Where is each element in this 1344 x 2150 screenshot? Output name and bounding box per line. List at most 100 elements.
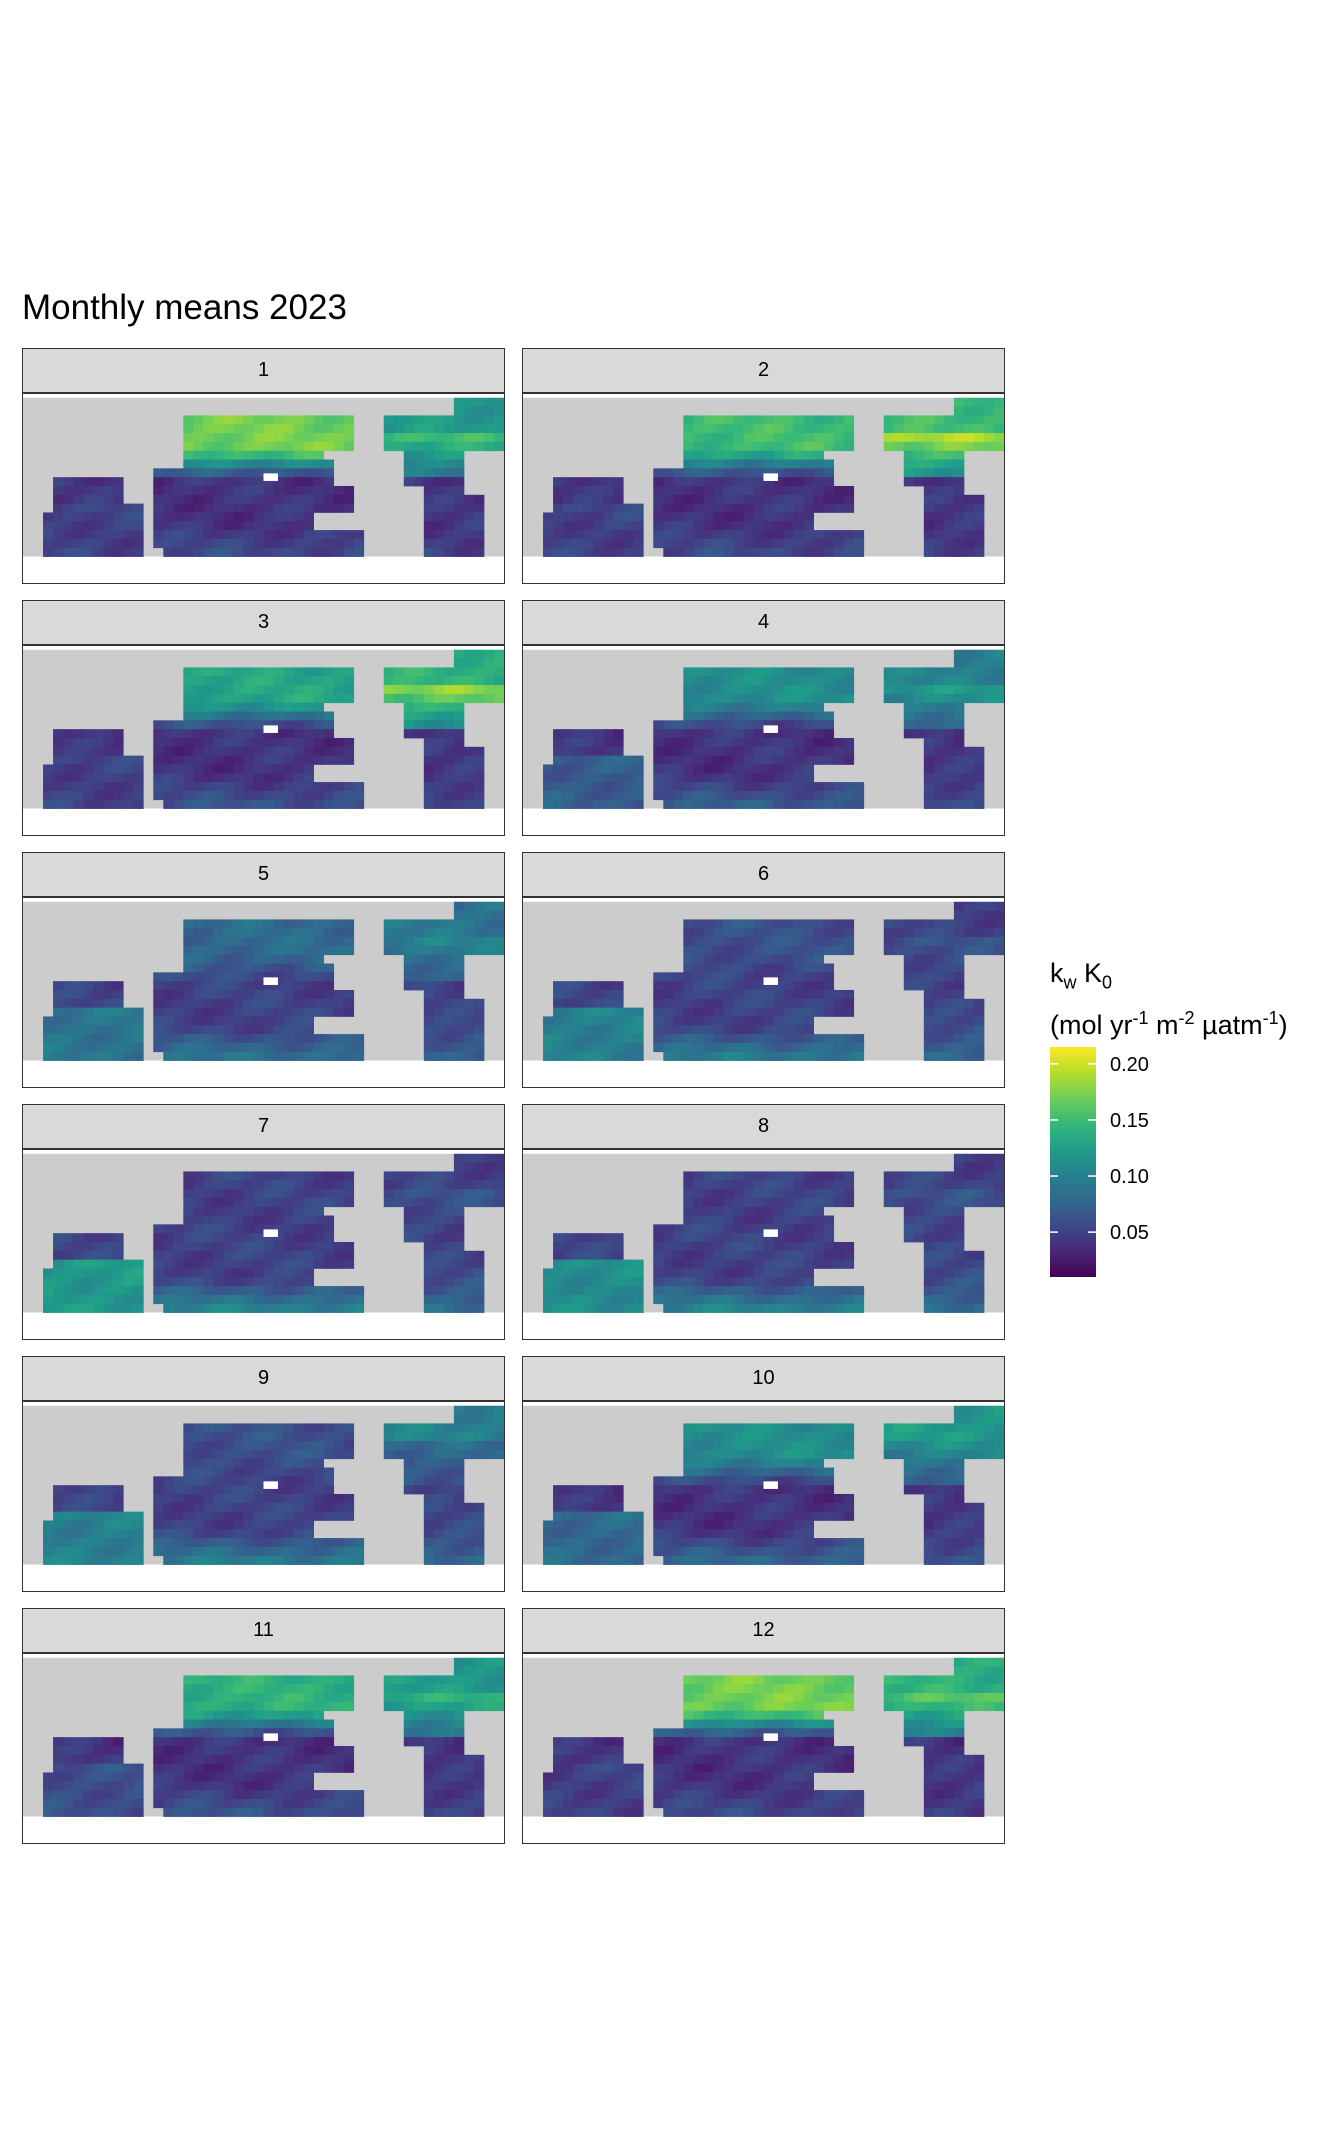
heatmap-cell [43,547,54,557]
heatmap-cell [403,433,415,443]
heatmap-cell [733,415,744,425]
heatmap-cell [743,1294,754,1305]
heatmap-cell [383,1189,395,1199]
heatmap-cell [963,1449,975,1460]
heatmap-cell [243,1180,254,1190]
heatmap-cell [813,782,825,792]
heatmap-cell [423,937,435,947]
heatmap-cell [553,1233,564,1243]
heatmap-cell [463,1025,475,1035]
heatmap-cell [223,989,234,1000]
heatmap-cell [83,1520,94,1530]
heatmap-cell [713,1171,724,1181]
heatmap-cell [613,1259,624,1269]
heatmap-cell [653,737,664,748]
heatmap-cell [353,1051,365,1061]
heatmap-cell [683,1171,694,1181]
heatmap-cell [183,1034,194,1044]
heatmap-cell [573,746,584,757]
heatmap-cell [473,547,485,557]
heatmap-cell [203,1485,214,1495]
heatmap-cell [603,746,614,757]
heatmap-cell [403,1224,415,1234]
heatmap-cell [413,1233,425,1243]
heatmap-cell [113,981,124,991]
heatmap-cell [243,1493,254,1504]
heatmap-cell [653,981,664,991]
heatmap-cell [613,1241,624,1252]
heatmap-cell [273,1215,284,1225]
heatmap-cell [843,989,855,1000]
heatmap-cell [333,737,345,748]
heatmap-cell [163,1007,174,1017]
heatmap-cell [173,746,184,757]
heatmap-cell [923,1423,935,1433]
heatmap-cell [733,1189,744,1199]
heatmap-cell [223,1268,234,1278]
heatmap-cell [973,424,985,434]
heatmap-cell [623,799,634,809]
heatmap-cell [923,1538,935,1548]
heatmap-cell [273,981,284,991]
heatmap-cell [463,764,475,774]
heatmap-cell [443,1042,455,1053]
heatmap-cell [293,547,304,557]
heatmap-cell [273,1051,284,1061]
heatmap-cell [853,1286,865,1296]
heatmap-cell [273,928,284,938]
heatmap-cell [93,729,104,739]
heatmap-cell [733,773,744,783]
heatmap-cell [233,998,244,1009]
heatmap-cell [913,1215,925,1225]
heatmap-cell [683,1042,694,1053]
heatmap-cell [243,1520,254,1530]
heatmap-cell [623,1025,634,1035]
facet-strip-label: 8 [522,1104,1005,1149]
heatmap-cell [203,1025,214,1035]
heatmap-cell [453,658,465,668]
heatmap-cell [293,433,304,443]
heatmap-cell [613,1493,624,1504]
heatmap-cell [703,477,714,487]
heatmap-cell [173,1268,184,1278]
heatmap-cell [773,424,784,434]
heatmap-cell [563,1502,574,1513]
heatmap-cell [723,538,734,549]
heatmap-cell [153,1025,164,1035]
heatmap-cell [763,1224,774,1234]
heatmap-cell [63,1233,74,1243]
heatmap-cell [993,676,1004,686]
heatmap-cell [483,415,495,425]
heatmap-cell [973,1025,985,1035]
heatmap-cell [63,485,74,496]
heatmap-cell [443,477,455,487]
heatmap-cell [803,1449,814,1460]
heatmap-cell [823,1502,835,1513]
heatmap-cell [703,1546,714,1557]
heatmap-cell [813,1007,825,1017]
heatmap-cell [773,1025,784,1035]
heatmap-cell [793,1016,804,1026]
heatmap-cell [223,981,234,991]
heatmap-cell [173,782,184,792]
heatmap-cell [753,1423,764,1433]
heatmap-cell [633,1555,644,1565]
heatmap-cell [193,989,204,1000]
heatmap-cell [53,799,64,809]
heatmap-cell [683,972,694,982]
heatmap-cell [653,1476,664,1486]
heatmap-cell [343,1441,355,1451]
heatmap-cell [273,919,284,929]
heatmap-cell [563,782,574,792]
heatmap-cell [463,1162,475,1172]
heatmap-cell [703,937,714,947]
heatmap-cell [743,790,754,801]
heatmap-cell [883,685,895,695]
heatmap-cell [453,1034,465,1044]
heatmap-cell [73,547,84,557]
heatmap-cell [413,667,425,677]
heatmap-cell [703,1555,714,1565]
heatmap-cell [733,1511,744,1521]
heatmap-cell [803,1034,814,1044]
heatmap-cell [653,530,664,540]
